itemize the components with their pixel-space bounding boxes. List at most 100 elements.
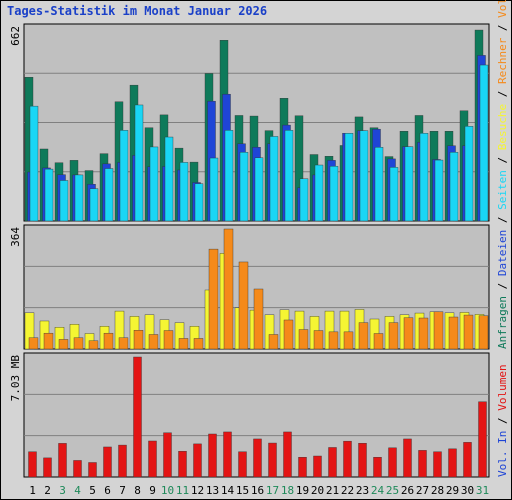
bar-rechner-undefined: [238, 261, 249, 350]
x-tick-label-16: 16: [251, 484, 264, 497]
bar-seiten-19: [299, 178, 309, 222]
x-tick-label-21: 21: [326, 484, 339, 497]
x-tick-label-26: 26: [401, 484, 414, 497]
bar-seiten-13: [209, 157, 219, 222]
x-tick-label-5: 5: [89, 484, 96, 497]
bar-volumen-undefined: [403, 438, 412, 478]
x-tick-label-18: 18: [281, 484, 294, 497]
bar-rechner-undefined: [373, 333, 384, 350]
y-max-label-middle: 364: [9, 227, 22, 247]
bar-seiten-2: [44, 168, 54, 222]
bar-volumen-undefined: [193, 443, 202, 478]
bar-seiten-11: [179, 162, 189, 222]
x-tick-label-22: 22: [341, 484, 354, 497]
bar-rechner-undefined: [133, 330, 144, 350]
x-tick-label-6: 6: [104, 484, 111, 497]
bar-volumen-undefined: [463, 442, 472, 478]
chart-title: Tages-Statistik im Monat Januar 2026: [7, 4, 268, 18]
bar-rechner-undefined: [343, 331, 354, 350]
bar-seiten-25: [389, 167, 399, 222]
bar-rechner-undefined: [313, 330, 324, 350]
x-tick-label-1: 1: [29, 484, 36, 497]
legend-bottom-vertical: Vol. In / Volumen: [496, 364, 509, 477]
bar-seiten-8: [134, 104, 144, 222]
bar-rechner-undefined: [148, 334, 159, 350]
bar-volumen-undefined: [208, 433, 217, 478]
bar-rechner-undefined: [298, 329, 309, 350]
x-tick-label-17: 17: [266, 484, 279, 497]
bar-volumen-undefined: [358, 443, 367, 478]
x-tick-label-25: 25: [386, 484, 399, 497]
bar-seiten-29: [449, 151, 459, 222]
bar-seiten-20: [314, 164, 324, 222]
x-tick-label-8: 8: [134, 484, 141, 497]
bar-rechner-undefined: [268, 334, 279, 350]
x-tick-label-10: 10: [161, 484, 174, 497]
bar-seiten-18: [284, 130, 294, 222]
x-tick-label-28: 28: [431, 484, 444, 497]
bar-seiten-3: [59, 180, 69, 222]
bar-rechner-undefined: [403, 317, 414, 350]
bar-volumen-undefined: [103, 446, 112, 478]
bar-volumen-undefined: [133, 356, 142, 478]
bar-rechner-undefined: [73, 337, 84, 350]
bar-volumen-undefined: [58, 443, 67, 478]
bar-seiten-14: [224, 130, 234, 222]
bar-rechner-undefined: [43, 332, 54, 350]
bar-volumen-undefined: [343, 440, 352, 478]
bar-seiten-21: [329, 165, 339, 222]
bar-seiten-15: [239, 151, 249, 222]
bar-volumen-undefined: [28, 451, 37, 478]
legend-seiten: Seiten: [496, 170, 509, 210]
bar-seiten-1: [29, 105, 39, 222]
bar-volumen-undefined: [478, 401, 487, 478]
y-max-label-bottom: 7.03 MB: [9, 355, 22, 402]
bar-rechner-undefined: [478, 315, 489, 350]
bar-rechner-undefined: [88, 340, 99, 350]
x-tick-label-23: 23: [356, 484, 369, 497]
bar-seiten-6: [104, 168, 114, 222]
bar-seiten-23: [359, 130, 369, 222]
bar-rechner-undefined: [118, 337, 129, 350]
bar-volumen-undefined: [148, 440, 157, 478]
bar-seiten-28: [434, 159, 444, 222]
bar-rechner-undefined: [358, 322, 369, 350]
x-tick-label-19: 19: [296, 484, 309, 497]
bar-seiten-24: [374, 147, 384, 222]
bar-seiten-10: [164, 136, 174, 222]
bar-seiten-17: [269, 136, 279, 222]
bar-rechner-undefined: [433, 311, 444, 350]
legend-rechner: Rechner: [496, 37, 509, 84]
bar-rechner-undefined: [463, 314, 474, 350]
bar-volumen-undefined: [223, 431, 232, 478]
y-max-label-top: 662: [9, 26, 22, 46]
bar-rechner-undefined: [58, 339, 69, 350]
legend-volumen: Volumen: [496, 364, 509, 410]
x-tick-label-11: 11: [176, 484, 189, 497]
bar-rechner-undefined: [223, 228, 234, 350]
x-tick-label-24: 24: [371, 484, 385, 497]
bar-volumen-undefined: [433, 451, 442, 478]
x-tick-label-12: 12: [191, 484, 204, 497]
bar-seiten-5: [89, 188, 99, 222]
bar-volumen-undefined: [178, 451, 187, 478]
bar-volumen-undefined: [88, 462, 97, 478]
bar-rechner-undefined: [283, 319, 294, 350]
bar-volumen-undefined: [328, 447, 337, 478]
legend-dateien: Dateien: [496, 230, 509, 276]
legend-besuche: Besuche: [496, 104, 509, 150]
x-tick-label-14: 14: [221, 484, 235, 497]
bar-rechner-undefined: [193, 338, 204, 350]
bar-volumen-undefined: [283, 431, 292, 478]
bar-volumen-undefined: [388, 447, 397, 478]
bar-volumen-undefined: [238, 451, 247, 478]
x-tick-label-9: 9: [149, 484, 156, 497]
legend-anfragen: Anfragen: [496, 296, 509, 349]
bar-volumen-undefined: [118, 444, 127, 478]
bar-volumen-undefined: [268, 442, 277, 478]
bar-rechner-undefined: [103, 332, 114, 350]
bar-rechner-undefined: [448, 316, 459, 350]
bar-volumen-undefined: [373, 456, 382, 478]
